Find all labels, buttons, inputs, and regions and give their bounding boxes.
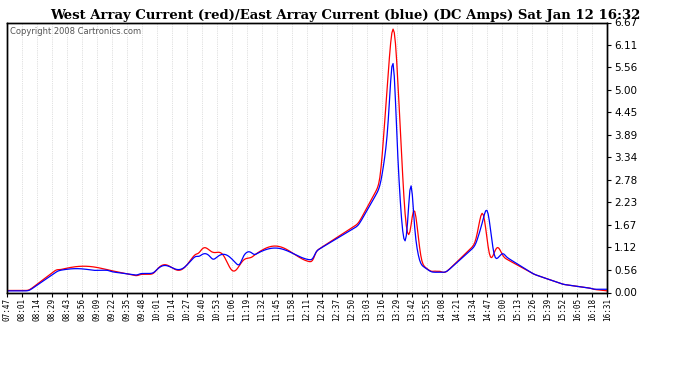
Text: West Array Current (red)/East Array Current (blue) (DC Amps) Sat Jan 12 16:32: West Array Current (red)/East Array Curr… bbox=[50, 9, 640, 22]
Text: Copyright 2008 Cartronics.com: Copyright 2008 Cartronics.com bbox=[10, 27, 141, 36]
